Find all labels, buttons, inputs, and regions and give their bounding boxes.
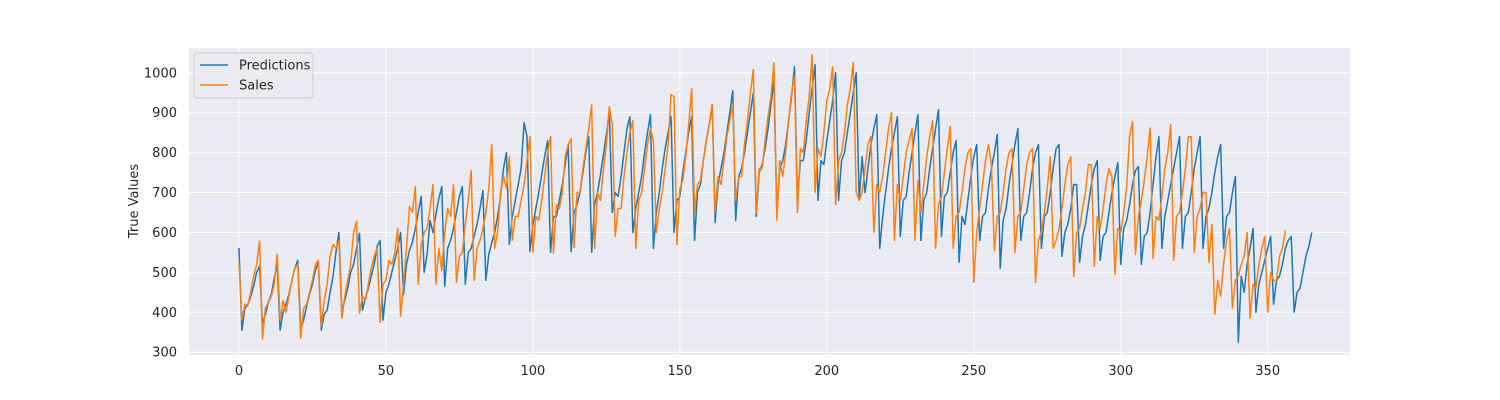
y-tick-label: 300 <box>152 346 177 361</box>
y-tick-label: 800 <box>152 146 177 161</box>
series-layer <box>238 54 1313 343</box>
x-tick-label: 250 <box>961 364 986 379</box>
y-tick-label: 500 <box>152 266 177 281</box>
y-tick-label: 700 <box>152 186 177 201</box>
x-tick-label: 50 <box>378 364 395 379</box>
legend-label-predictions: Predictions <box>239 59 311 74</box>
x-tick-label: 150 <box>667 364 692 379</box>
y-tick-label: 900 <box>152 106 177 121</box>
x-tick-label: 0 <box>235 364 243 379</box>
legend: Predictions Sales <box>193 52 314 99</box>
y-tick-label: 1000 <box>144 66 177 81</box>
x-tick-label: 350 <box>1255 364 1280 379</box>
legend-label-sales: Sales <box>239 79 274 94</box>
series-line-sales <box>238 54 1287 340</box>
x-axis-ticks: 0 50 100 150 200 250 300 350 <box>235 364 1280 379</box>
y-tick-label: 600 <box>152 226 177 241</box>
y-axis-label: True Values <box>127 164 142 239</box>
x-tick-label: 200 <box>814 364 839 379</box>
y-tick-label: 400 <box>152 306 177 321</box>
y-axis-ticks: 300 400 500 600 700 800 900 1000 <box>144 66 177 360</box>
x-tick-label: 100 <box>520 364 545 379</box>
x-tick-label: 300 <box>1108 364 1133 379</box>
